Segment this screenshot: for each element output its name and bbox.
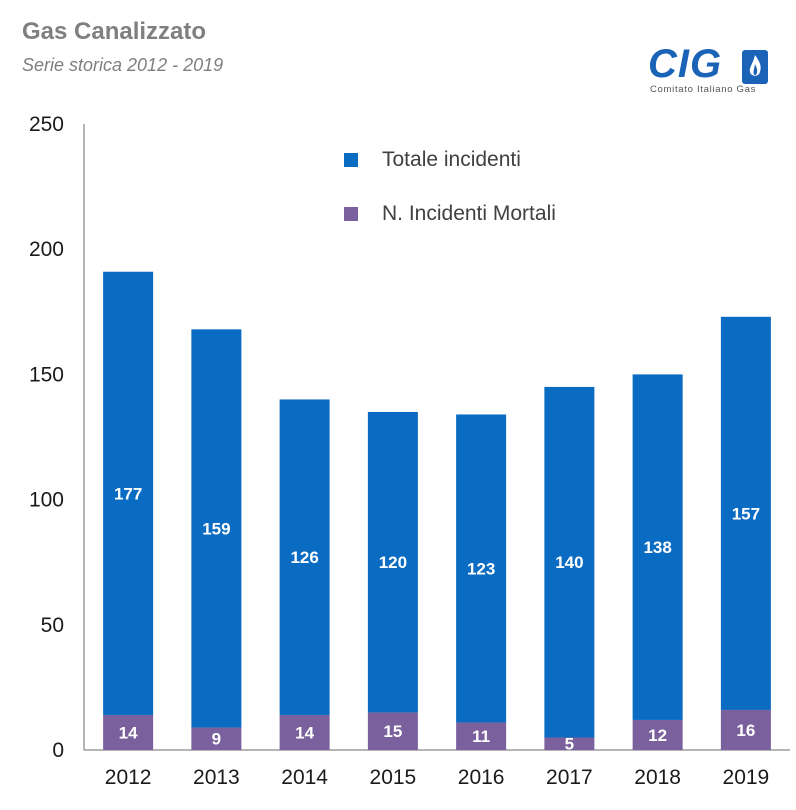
data-label-mortali: 11 [472,727,490,746]
bar-totale [279,399,330,715]
flame-icon [742,50,768,84]
y-tick-label: 150 [29,363,64,386]
bar-mortali [191,727,242,750]
data-label-totale: 140 [555,553,583,572]
x-tick-label: 2016 [458,766,505,789]
bar-totale [456,414,507,723]
data-label-mortali: 9 [212,730,221,749]
bar-mortali [544,737,595,750]
legend-swatch-totale [344,153,358,167]
chart-legend: Totale incidenti N. Incidenti Mortali [344,144,556,252]
data-label-totale: 123 [467,559,495,578]
cig-logo: CIG Comitato Italiano Gas [648,44,774,100]
bar-totale [544,386,595,738]
data-label-totale: 177 [114,484,142,503]
chart-title: Gas Canalizzato [22,18,207,45]
y-tick-label: 0 [52,739,64,762]
x-tick-label: 2018 [634,766,681,789]
legend-swatch-mortali [344,207,358,221]
x-tick-label: 2012 [105,766,152,789]
legend-item-totale: Totale incidenti [344,144,556,176]
legend-item-mortali: N. Incidenti Mortali [344,198,556,230]
legend-label-mortali: N. Incidenti Mortali [382,202,556,225]
legend-label-totale: Totale incidenti [382,148,521,171]
y-tick-label: 250 [29,113,64,136]
x-tick-label: 2014 [281,766,328,789]
data-label-totale: 126 [290,548,318,567]
data-label-mortali: 12 [648,726,667,745]
bar-totale [720,316,771,710]
y-tick-label: 200 [29,238,64,261]
bar-mortali [367,712,418,750]
data-label-totale: 159 [202,519,230,538]
bar-totale [103,271,154,715]
bar-totale [191,329,242,728]
logo-caption: Comitato Italiano Gas [650,84,757,95]
bar-mortali [720,709,771,750]
y-tick-label: 50 [41,614,64,637]
bar-mortali [456,722,507,750]
x-tick-label: 2019 [723,766,770,789]
data-label-totale: 120 [379,553,407,572]
logo-letters: CIG [648,42,723,86]
bar-totale [367,411,418,713]
chart-subtitle: Serie storica 2012 - 2019 [22,55,224,75]
bar-totale [632,374,683,720]
bar-mortali [632,719,683,750]
data-label-mortali: 14 [295,723,314,742]
bar-mortali [103,714,154,750]
data-label-mortali: 15 [383,722,402,741]
x-tick-label: 2015 [370,766,417,789]
x-tick-label: 2013 [193,766,240,789]
bar-mortali [279,714,330,750]
data-label-totale: 138 [643,538,671,557]
data-label-mortali: 16 [736,721,755,740]
x-tick-label: 2017 [546,766,593,789]
data-label-mortali: 14 [119,723,138,742]
data-label-totale: 157 [732,504,760,523]
y-tick-label: 100 [29,489,64,512]
data-label-mortali: 5 [565,735,574,754]
